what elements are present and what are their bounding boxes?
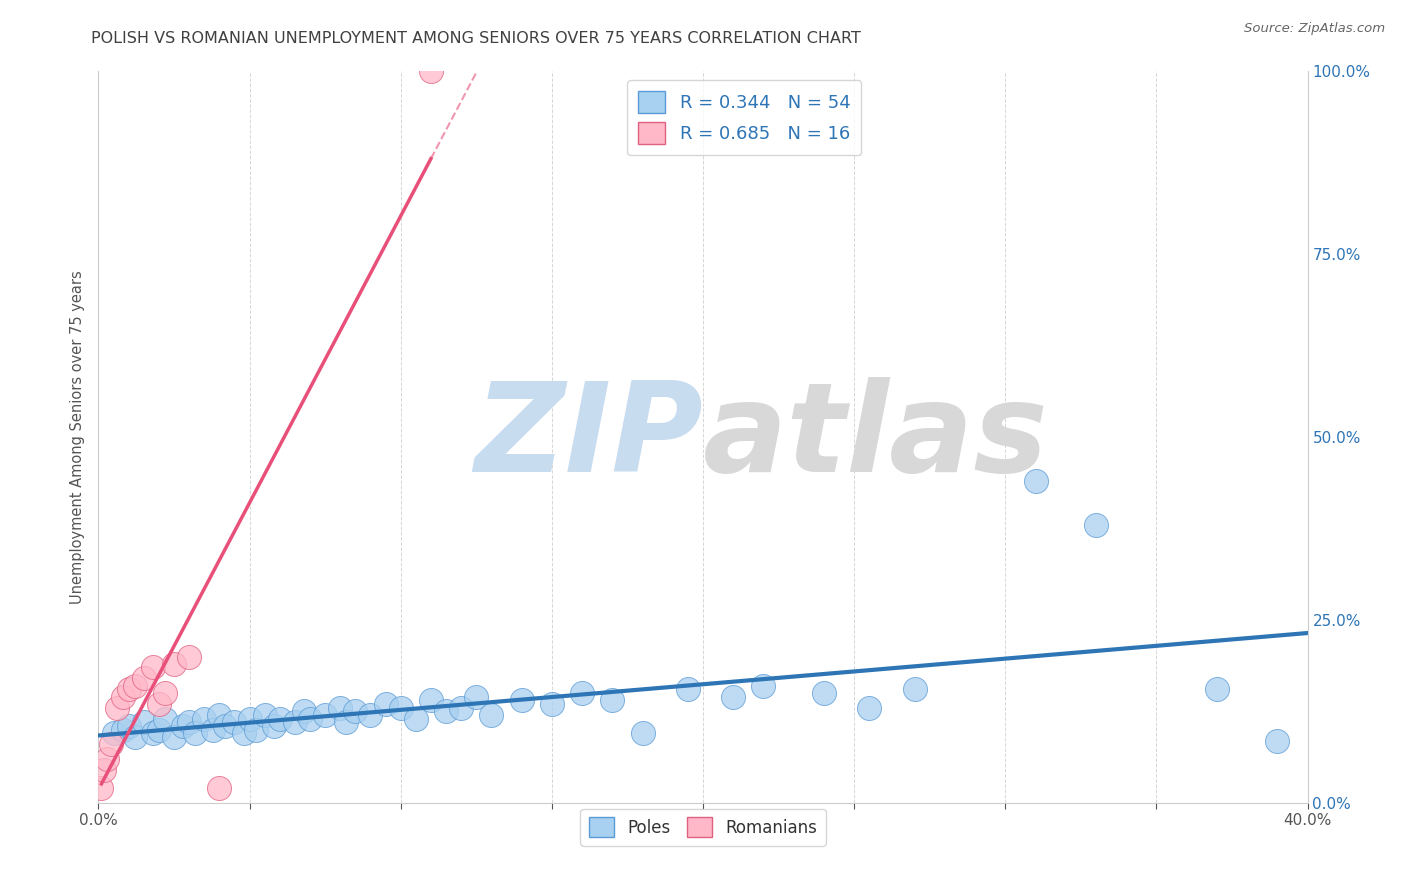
Point	[1024, 474, 1046, 488]
Point	[1267, 733, 1289, 747]
Point	[208, 781, 231, 796]
Point	[329, 700, 352, 714]
Point	[676, 682, 699, 697]
Point	[292, 705, 315, 719]
Y-axis label: Unemployment Among Seniors over 75 years: Unemployment Among Seniors over 75 years	[69, 270, 84, 604]
Point	[571, 686, 593, 700]
Point	[284, 715, 307, 730]
Point	[344, 705, 367, 719]
Point	[111, 723, 134, 737]
Point	[193, 712, 215, 726]
Point	[420, 64, 443, 78]
Legend: Poles, Romanians: Poles, Romanians	[581, 809, 825, 846]
Text: Source: ZipAtlas.com: Source: ZipAtlas.com	[1244, 22, 1385, 36]
Point	[314, 708, 336, 723]
Text: POLISH VS ROMANIAN UNEMPLOYMENT AMONG SENIORS OVER 75 YEARS CORRELATION CHART: POLISH VS ROMANIAN UNEMPLOYMENT AMONG SE…	[91, 31, 862, 46]
Point	[163, 730, 186, 744]
Point	[148, 723, 170, 737]
Point	[153, 712, 176, 726]
Point	[172, 719, 194, 733]
Point	[224, 715, 246, 730]
Point	[239, 712, 262, 726]
Point	[105, 700, 128, 714]
Point	[263, 719, 285, 733]
Point	[142, 726, 165, 740]
Text: ZIP: ZIP	[474, 376, 703, 498]
Point	[299, 712, 322, 726]
Point	[111, 690, 134, 704]
Point	[723, 690, 745, 704]
Point	[163, 657, 186, 671]
Point	[153, 686, 176, 700]
Point	[179, 715, 201, 730]
Point	[1085, 517, 1108, 532]
Point	[389, 700, 412, 714]
Point	[450, 700, 472, 714]
Point	[813, 686, 835, 700]
Point	[752, 679, 775, 693]
Point	[93, 763, 115, 777]
Point	[858, 700, 880, 714]
Point	[124, 730, 146, 744]
Point	[510, 693, 533, 707]
Point	[374, 697, 396, 711]
Point	[253, 708, 276, 723]
Point	[208, 708, 231, 723]
Point	[481, 708, 503, 723]
Point	[465, 690, 488, 704]
Point	[96, 752, 118, 766]
Point	[90, 781, 112, 796]
Point	[540, 697, 562, 711]
Point	[148, 697, 170, 711]
Point	[184, 726, 207, 740]
Point	[103, 726, 125, 740]
Point	[214, 719, 236, 733]
Point	[269, 712, 291, 726]
Point	[602, 693, 624, 707]
Point	[1206, 682, 1229, 697]
Point	[132, 715, 155, 730]
Point	[124, 679, 146, 693]
Point	[202, 723, 225, 737]
Point	[631, 726, 654, 740]
Point	[132, 672, 155, 686]
Point	[245, 723, 267, 737]
Point	[405, 712, 427, 726]
Point	[420, 693, 443, 707]
Text: atlas: atlas	[703, 376, 1049, 498]
Point	[360, 708, 382, 723]
Point	[434, 705, 457, 719]
Point	[118, 682, 141, 697]
Point	[118, 719, 141, 733]
Point	[232, 726, 254, 740]
Point	[179, 649, 201, 664]
Point	[904, 682, 927, 697]
Point	[142, 660, 165, 674]
Point	[335, 715, 357, 730]
Point	[100, 737, 122, 751]
